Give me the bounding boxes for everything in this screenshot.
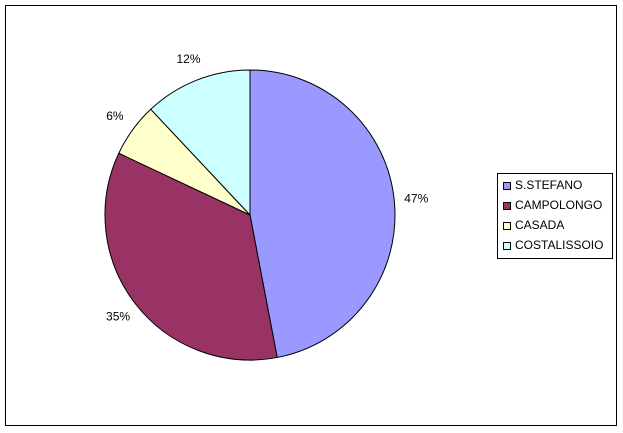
data-label: 6% <box>106 109 124 123</box>
legend-label: COSTALISSOIO <box>515 238 603 252</box>
data-label: 35% <box>106 310 130 324</box>
legend-box <box>497 173 613 259</box>
legend-label: CAMPOLONGO <box>515 198 602 212</box>
legend-label: CASADA <box>515 218 564 232</box>
legend-swatch <box>503 222 511 230</box>
legend-label: S.STEFANO <box>515 178 582 192</box>
legend-swatch <box>503 242 511 250</box>
pie-slice <box>249 69 396 359</box>
legend-swatch <box>503 182 511 190</box>
data-label: 12% <box>177 52 201 66</box>
pie-slice <box>150 69 251 217</box>
data-label: 47% <box>404 191 428 205</box>
pie-slice <box>104 152 278 361</box>
legend-swatch <box>503 202 511 210</box>
